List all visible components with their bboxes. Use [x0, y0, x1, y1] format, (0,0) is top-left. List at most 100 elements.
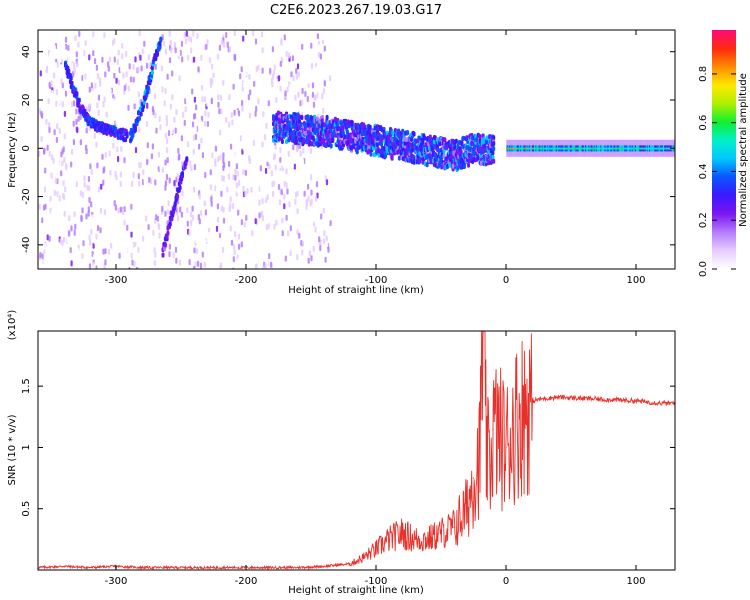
- spectrogram-trace-cell: [70, 81, 74, 87]
- spectrogram-trace-cell: [651, 147, 654, 150]
- spectrogram-noise-cell: [58, 98, 61, 105]
- spectrogram-noise-cell: [194, 125, 198, 132]
- spectrogram-noise-cell: [147, 224, 150, 231]
- spectrogram-noise-cell: [67, 44, 70, 51]
- snr-point: [544, 397, 546, 399]
- spectrogram-trace-cell: [369, 151, 373, 157]
- spectrogram-trace-cell: [579, 147, 582, 150]
- spectrogram-noise-cell: [272, 190, 275, 197]
- spectrogram-noise-cell: [310, 260, 313, 267]
- spectrogram-noise-cell: [133, 260, 136, 267]
- spectrogram-noise-cell: [81, 75, 84, 81]
- spectrogram-noise-cell: [295, 68, 298, 74]
- snr-point: [466, 508, 468, 510]
- spectrogram-trace-cell: [663, 147, 666, 150]
- spectrogram-noise-cell: [226, 258, 229, 264]
- spectrogram-noise-cell: [145, 38, 148, 45]
- spectrogram-noise-cell: [301, 255, 305, 262]
- spectrogram-noise-cell: [70, 219, 73, 226]
- spectrogram-noise-cell: [307, 183, 310, 190]
- spectrogram-noise-cell: [131, 243, 134, 250]
- spectrogram-noise-cell: [252, 30, 255, 37]
- spectrogram-noise-cell: [217, 94, 220, 101]
- spectrogram-noise-cell: [270, 245, 274, 252]
- spectrogram-noise-cell: [242, 169, 245, 175]
- spectrogram-noise-cell: [60, 78, 63, 85]
- spectrogram-trace-cell: [653, 147, 656, 150]
- spectrogram-noise-cell: [117, 244, 120, 251]
- spectrogram-noise-cell: [47, 98, 50, 105]
- spectrogram-noise-cell: [55, 136, 58, 143]
- spectrogram-noise-cell: [225, 116, 228, 123]
- spectrogram-trace-cell: [534, 147, 537, 150]
- spectrogram-noise-cell: [193, 247, 196, 254]
- spectrogram-trace-cell: [646, 147, 649, 150]
- spectrogram-noise-cell: [99, 142, 102, 149]
- spectrogram-noise-cell: [94, 82, 97, 89]
- spectrogram-noise-cell: [217, 156, 220, 163]
- spectrogram-trace-cell: [360, 131, 364, 137]
- spectrogram-noise-cell: [108, 150, 111, 157]
- spectrogram-noise-cell: [179, 206, 182, 213]
- x-tick-label: -300: [105, 275, 128, 286]
- spectrogram-noise-cell: [123, 85, 126, 91]
- spectrogram-noise-cell: [252, 224, 255, 231]
- spectrogram-noise-cell: [197, 260, 200, 267]
- spectrogram-noise-cell: [143, 40, 146, 47]
- spectrogram-noise-cell: [117, 49, 120, 56]
- spectrogram-trace-cell: [565, 147, 568, 150]
- spectrogram-noise-cell: [154, 179, 157, 186]
- spectrogram-noise-cell: [150, 124, 153, 131]
- spectrogram-trace-cell: [424, 142, 428, 148]
- spectrogram-noise-cell: [68, 121, 71, 128]
- spectrogram-noise-cell: [320, 71, 323, 78]
- spectrogram-noise-cell: [257, 98, 260, 105]
- spectrogram-trace-cell: [181, 171, 184, 176]
- spectrogram-noise-cell: [93, 238, 96, 244]
- spectrogram-noise-cell: [164, 132, 167, 139]
- spectrogram-noise-cell: [263, 134, 267, 141]
- spectrogram-trace-cell: [572, 147, 575, 150]
- spectrogram-trace-cell: [69, 75, 73, 81]
- spectrogram-noise-cell: [48, 127, 51, 133]
- spectrogram-trace-cell: [542, 147, 545, 150]
- spectrogram-noise-cell: [171, 94, 174, 101]
- spectrogram-noise-cell: [318, 51, 321, 58]
- spectrogram-noise-cell: [141, 90, 145, 97]
- spectrogram-noise-cell: [195, 38, 198, 44]
- spectrogram-noise-cell: [181, 190, 184, 197]
- spectrogram-noise-cell: [201, 251, 204, 258]
- spectrogram-noise-cell: [301, 222, 304, 229]
- spectrogram-noise-cell: [255, 173, 258, 179]
- spectrogram-noise-cell: [85, 213, 88, 220]
- spectrogram-noise-cell: [109, 209, 112, 216]
- spectrogram-noise-cell: [235, 163, 238, 170]
- spectrogram-trace-cell: [443, 137, 447, 143]
- spectrogram-noise-cell: [102, 179, 105, 186]
- spectrogram-noise-cell: [78, 68, 81, 75]
- spectrogram-noise-cell: [72, 139, 75, 146]
- spectrogram-noise-cell: [140, 65, 143, 72]
- spectrogram-noise-cell: [316, 92, 319, 99]
- spectrogram-noise-cell: [138, 180, 141, 187]
- spectrogram-noise-cell: [101, 56, 104, 63]
- spectrogram-trace-cell: [621, 147, 624, 150]
- spectrogram-noise-cell: [180, 211, 184, 218]
- spectrogram-noise-cell: [185, 242, 188, 249]
- spectrogram-noise-cell: [222, 217, 226, 224]
- spectrogram-noise-cell: [273, 64, 276, 71]
- spectrogram-noise-cell: [310, 174, 313, 181]
- spectrogram-trace-cell: [624, 147, 627, 150]
- spectrogram-noise-cell: [165, 174, 169, 180]
- y-tick-label: -40: [21, 237, 32, 253]
- spectrogram-noise-cell: [229, 225, 232, 232]
- spectrogram-noise-cell: [38, 150, 41, 157]
- spectrogram-noise-cell: [187, 54, 190, 61]
- x-tick-label: 100: [626, 576, 645, 587]
- spectrogram-noise-cell: [165, 60, 168, 67]
- spectrogram-noise-cell: [134, 56, 137, 63]
- spectrogram-noise-cell: [275, 59, 278, 66]
- spectrogram-noise-cell: [130, 231, 133, 238]
- spectrogram-noise-cell: [120, 65, 123, 72]
- spectrogram-trace-cell: [656, 147, 659, 150]
